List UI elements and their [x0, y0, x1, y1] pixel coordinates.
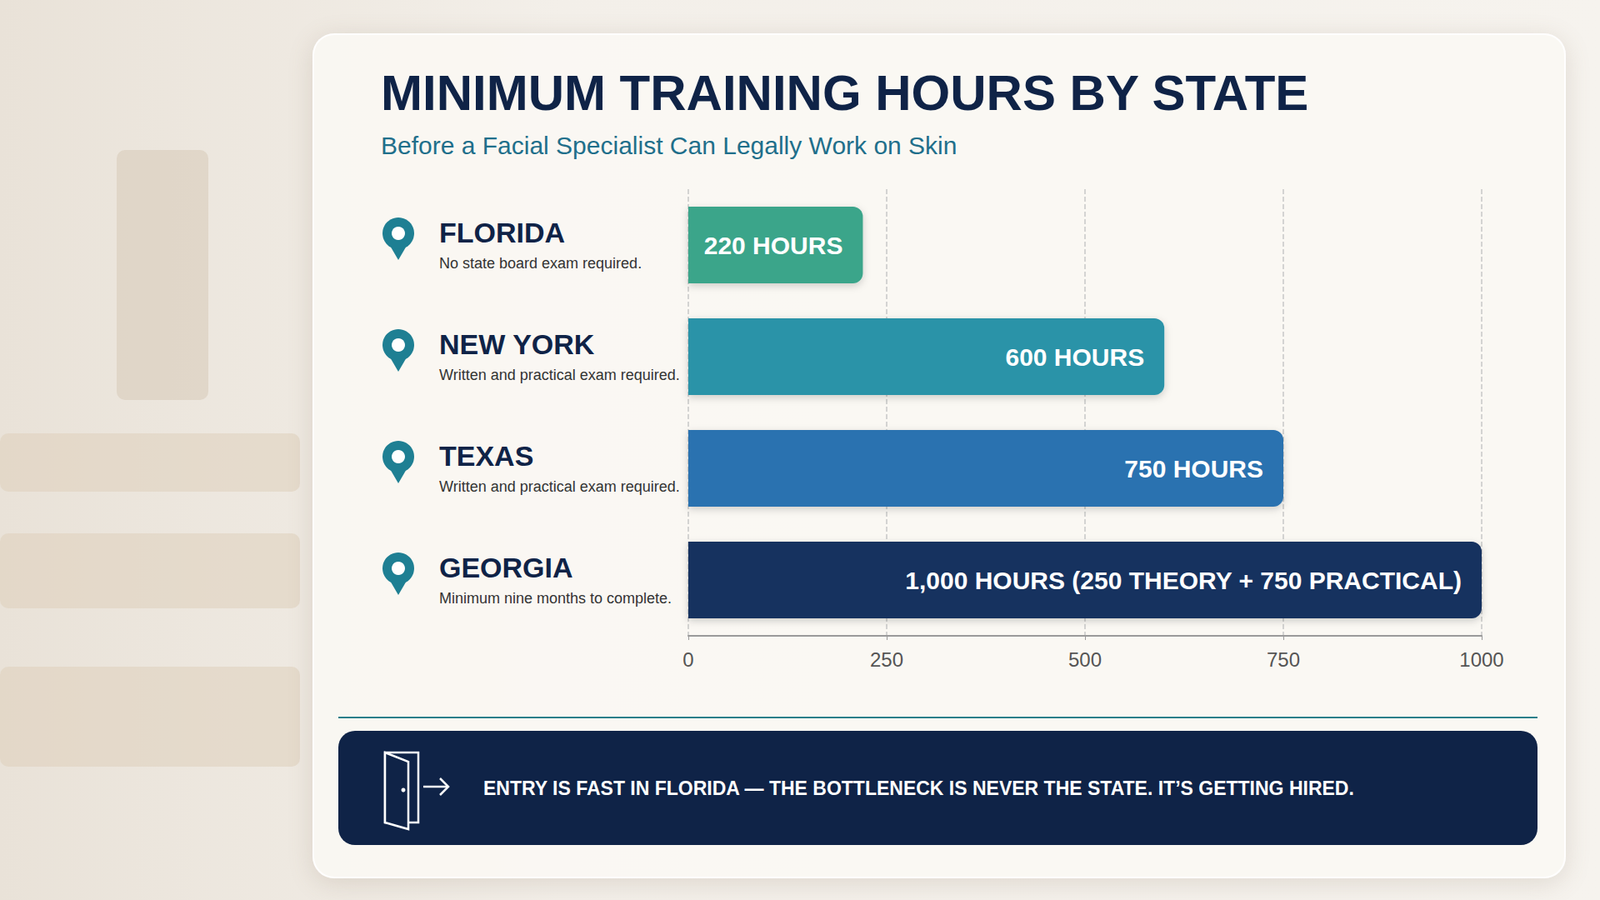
svg-text:FLORIDA: FLORIDA [439, 216, 565, 249]
svg-text:TEXAS: TEXAS [439, 440, 534, 472]
svg-text:600 HOURS: 600 HOURS [1005, 343, 1145, 371]
svg-text:Written and practical exam req: Written and practical exam required. [439, 478, 680, 495]
svg-text:250: 250 [870, 648, 904, 671]
svg-text:750: 750 [1266, 648, 1300, 671]
svg-text:No state board exam required.: No state board exam required. [439, 255, 642, 272]
svg-text:GEORGIA: GEORGIA [439, 551, 574, 584]
svg-text:1000: 1000 [1459, 648, 1504, 671]
svg-text:ENTRY IS FAST IN FLORIDA — THE: ENTRY IS FAST IN FLORIDA — THE BOTTLENEC… [483, 777, 1355, 800]
svg-text:Written and practical exam req: Written and practical exam required. [439, 366, 680, 384]
svg-text:Minimum nine months to complet: Minimum nine months to complete. [439, 590, 672, 607]
svg-text:MINIMUM TRAINING HOURS BY STAT: MINIMUM TRAINING HOURS BY STATE [380, 65, 1309, 121]
svg-text:500: 500 [1068, 648, 1102, 671]
svg-text:1,000 HOURS (250 THEORY + 750: 1,000 HOURS (250 THEORY + 750 PRACTICAL) [905, 566, 1462, 595]
svg-text:Before a Facial Specialist Can: Before a Facial Specialist Can Legally W… [380, 131, 957, 160]
svg-text:NEW YORK: NEW YORK [439, 328, 595, 360]
svg-text:0: 0 [682, 648, 694, 671]
svg-text:220 HOURS: 220 HOURS [704, 231, 844, 260]
svg-text:750 HOURS: 750 HOURS [1124, 455, 1264, 483]
